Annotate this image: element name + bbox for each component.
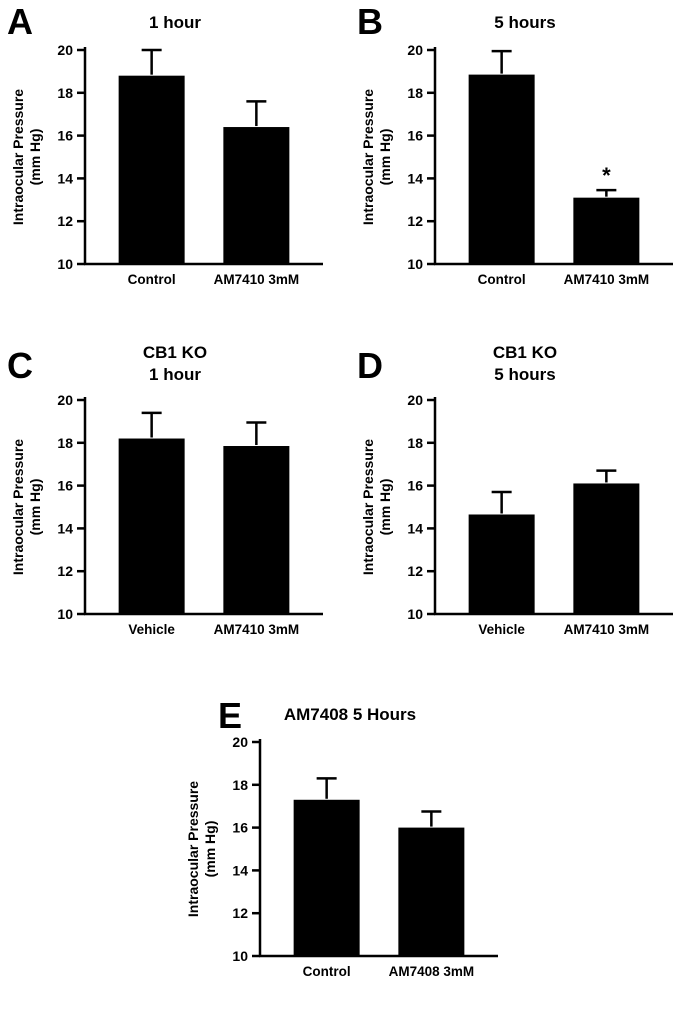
- panel-letter-E: E: [218, 695, 243, 736]
- x-category-label: Control: [128, 272, 176, 287]
- y-tick-label: 18: [407, 435, 423, 451]
- panel-letter-D: D: [357, 345, 383, 386]
- y-tick-label: 10: [407, 256, 423, 272]
- y-axis-label: Intraocular Pressure: [10, 89, 26, 225]
- bar-chart-B: 10 12 14 16 18 20 Intraocular Pressure (mm Hg) C…: [360, 42, 673, 287]
- y-tick-label: 18: [407, 85, 423, 101]
- bar: [223, 446, 290, 615]
- x-category-label: AM7408 3mM: [389, 964, 475, 979]
- bar-chart-C: 10 12 14 16 18 20 Intraocular Pressure (mm Hg) V…: [10, 392, 323, 637]
- y-tick-label: 18: [57, 85, 73, 101]
- y-tick-label: 10: [407, 606, 423, 622]
- panel-D: D CB1 KO 5 hours 10 12 14 16 18 20 Intraocular…: [355, 340, 695, 654]
- bar: [293, 799, 360, 956]
- panel-letter-B: B: [357, 1, 383, 42]
- panel-letter-A: A: [7, 1, 33, 42]
- panel-letter-C: C: [7, 345, 33, 386]
- y-tick-label: 12: [407, 563, 423, 579]
- bar: [223, 127, 290, 264]
- y-tick-label: 14: [407, 170, 423, 186]
- y-axis-label: Intraocular Pressure: [360, 89, 376, 225]
- y-tick-label: 14: [57, 170, 73, 186]
- chart-title-D: CB1 KO 5 hours: [492, 343, 558, 385]
- x-category-label: Control: [478, 272, 526, 287]
- bar: [468, 514, 535, 615]
- y-tick-label: 12: [407, 213, 423, 229]
- panel-C: C CB1 KO 1 hour 10 12 14 16 18 20 Intraocular …: [5, 340, 345, 654]
- bar: [573, 197, 640, 264]
- y-tick-label: 14: [232, 862, 248, 878]
- y-axis-label: Intraocular Pressure: [360, 439, 376, 575]
- y-tick-label: 10: [57, 256, 73, 272]
- x-category-label: AM7410 3mM: [564, 272, 650, 287]
- y-axis-label: (mm Hg): [377, 129, 393, 186]
- y-tick-label: 16: [57, 478, 73, 494]
- y-tick-label: 20: [57, 392, 73, 408]
- y-tick-label: 20: [407, 42, 423, 58]
- significance-asterisk: *: [602, 163, 611, 188]
- y-axis-label: (mm Hg): [202, 821, 218, 878]
- y-axis-label: (mm Hg): [27, 129, 43, 186]
- x-category-label: AM7410 3mM: [214, 622, 300, 637]
- chart-title-B: 5 hours: [494, 13, 556, 32]
- x-category-label: Vehicle: [478, 622, 525, 637]
- y-tick-label: 12: [232, 905, 248, 921]
- bar: [573, 483, 640, 615]
- y-axis-label: (mm Hg): [27, 479, 43, 536]
- bar-chart-A: 10 12 14 16 18 20 Intraocular Pressure (mm Hg) C…: [10, 42, 323, 287]
- y-tick-label: 14: [407, 521, 423, 537]
- y-tick-label: 20: [407, 392, 423, 408]
- chart-title-C: CB1 KO 1 hour: [142, 343, 208, 385]
- y-tick-label: 10: [232, 948, 248, 964]
- panel-B: B 5 hours 10 12 14 16 18 20 Intraocular Pressu…: [355, 4, 695, 304]
- panel-A: A 1 hour 10 12 14 16 18 20 Intraocular Pressur…: [5, 4, 345, 304]
- x-category-label: AM7410 3mM: [564, 622, 650, 637]
- y-tick-label: 20: [57, 42, 73, 58]
- y-tick-label: 16: [407, 128, 423, 144]
- y-tick-label: 10: [57, 606, 73, 622]
- y-axis-label: Intraocular Pressure: [10, 439, 26, 575]
- y-tick-label: 16: [407, 478, 423, 494]
- y-tick-label: 16: [57, 128, 73, 144]
- x-category-label: Control: [303, 964, 351, 979]
- y-axis-label: Intraocular Pressure: [185, 781, 201, 917]
- bar: [468, 74, 535, 264]
- bar: [118, 438, 185, 615]
- bar: [118, 75, 185, 265]
- y-tick-label: 12: [57, 213, 73, 229]
- y-tick-label: 18: [57, 435, 73, 451]
- y-tick-label: 18: [232, 777, 248, 793]
- bar: [398, 827, 465, 956]
- x-category-label: Vehicle: [128, 622, 175, 637]
- y-tick-label: 14: [57, 521, 73, 537]
- y-tick-label: 16: [232, 820, 248, 836]
- chart-title-E: AM7408 5 Hours: [283, 705, 417, 724]
- panel-E: E AM7408 5 Hours 10 12 14 16 18 20 Intraocular…: [180, 698, 520, 996]
- chart-title-A: 1 hour: [149, 13, 201, 32]
- y-axis-label: (mm Hg): [377, 479, 393, 536]
- bar-chart-E: 10 12 14 16 18 20 Intraocular Pressure (mm Hg) C…: [185, 734, 498, 979]
- y-tick-label: 12: [57, 563, 73, 579]
- x-category-label: AM7410 3mM: [214, 272, 300, 287]
- bar-chart-D: 10 12 14 16 18 20 Intraocular Pressure (mm Hg) V…: [360, 392, 673, 637]
- y-tick-label: 20: [232, 734, 248, 750]
